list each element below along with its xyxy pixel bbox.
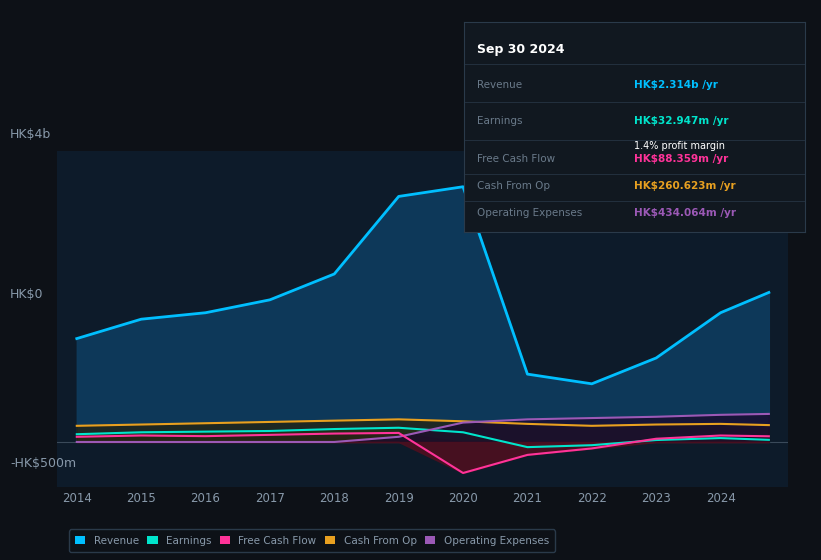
Text: Free Cash Flow: Free Cash Flow bbox=[478, 154, 556, 164]
Text: HK$32.947m /yr: HK$32.947m /yr bbox=[635, 116, 729, 126]
Legend: Revenue, Earnings, Free Cash Flow, Cash From Op, Operating Expenses: Revenue, Earnings, Free Cash Flow, Cash … bbox=[69, 530, 555, 552]
Text: HK$4b: HK$4b bbox=[10, 128, 51, 141]
Text: 1.4% profit margin: 1.4% profit margin bbox=[635, 141, 725, 151]
Text: HK$88.359m /yr: HK$88.359m /yr bbox=[635, 154, 728, 164]
Text: Operating Expenses: Operating Expenses bbox=[478, 208, 583, 218]
Text: Cash From Op: Cash From Op bbox=[478, 181, 551, 191]
Text: HK$434.064m /yr: HK$434.064m /yr bbox=[635, 208, 736, 218]
Text: Revenue: Revenue bbox=[478, 81, 523, 90]
Text: HK$0: HK$0 bbox=[10, 287, 44, 301]
Text: HK$260.623m /yr: HK$260.623m /yr bbox=[635, 181, 736, 191]
Text: -HK$500m: -HK$500m bbox=[10, 457, 76, 470]
Text: HK$2.314b /yr: HK$2.314b /yr bbox=[635, 81, 718, 90]
Text: Earnings: Earnings bbox=[478, 116, 523, 126]
Text: Sep 30 2024: Sep 30 2024 bbox=[478, 44, 565, 57]
